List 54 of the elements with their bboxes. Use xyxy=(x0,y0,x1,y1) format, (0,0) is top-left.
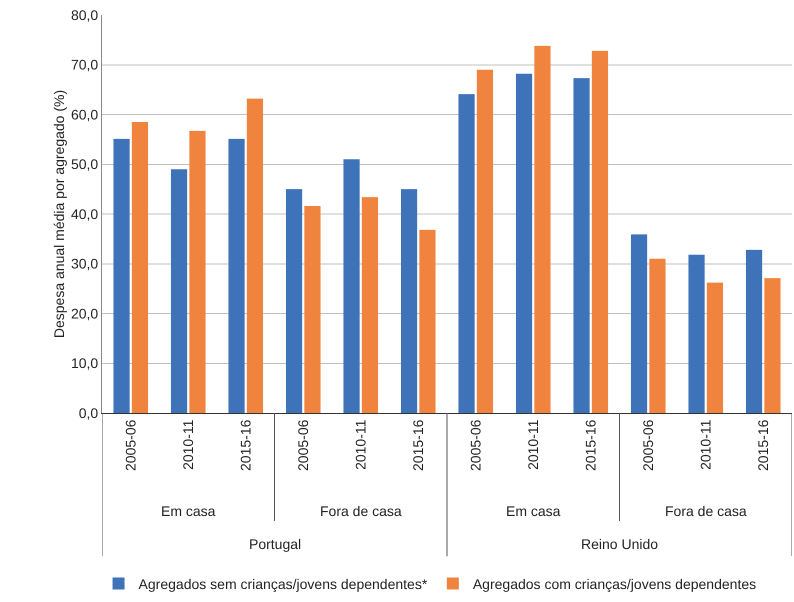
x-tick-label: 2005-06 xyxy=(122,419,138,471)
bar xyxy=(400,189,418,413)
bar xyxy=(113,138,130,413)
bar xyxy=(132,122,148,413)
text: Em casa xyxy=(161,503,216,519)
y-axis-title: Despesa anual média por agregado (%) xyxy=(51,90,67,338)
bar xyxy=(573,78,590,413)
legend-label: Agregados com crianças/jovens dependentes xyxy=(472,576,756,592)
bar xyxy=(688,254,705,413)
y-tick-label: 50,0 xyxy=(70,156,98,172)
bar xyxy=(706,282,724,413)
bar xyxy=(419,230,436,413)
bar xyxy=(189,130,206,413)
x-tick-label: 2010-11 xyxy=(352,419,368,470)
bar xyxy=(362,197,378,413)
x-tick-label: 2005-06 xyxy=(640,419,656,471)
bar xyxy=(764,278,781,413)
bar xyxy=(630,234,648,413)
x-tick-label: 2010-11 xyxy=(524,419,541,470)
bar xyxy=(476,70,494,413)
y-tick-label: 20,0 xyxy=(70,305,98,322)
text: Em casa xyxy=(506,503,561,519)
bar xyxy=(649,258,666,413)
text: Reino Unido xyxy=(581,536,658,552)
y-tick-label: 40,0 xyxy=(70,206,98,222)
bar xyxy=(592,50,608,413)
x-tick-label: 2015-16 xyxy=(582,419,598,471)
y-tick-label: 80,0 xyxy=(70,6,98,23)
y-tick-label: 30,0 xyxy=(70,256,98,272)
bar xyxy=(516,74,532,413)
x-tick-label: 2005-06 xyxy=(294,419,311,471)
text: Fora de casa xyxy=(665,503,747,519)
bar xyxy=(228,138,245,413)
bar xyxy=(170,169,188,413)
bar xyxy=(534,46,551,413)
bar xyxy=(343,159,360,413)
y-tick-label: 70,0 xyxy=(70,56,98,73)
legend-label: Agregados sem crianças/jovens dependentes* xyxy=(138,576,428,592)
text: Portugal xyxy=(249,536,302,552)
bar xyxy=(458,94,475,413)
bar xyxy=(286,189,302,413)
y-tick-label: 0,0 xyxy=(78,404,98,421)
x-tick-label: 2015-16 xyxy=(237,419,254,471)
y-tick-label: 60,0 xyxy=(70,106,98,122)
x-tick-label: 2015-16 xyxy=(754,419,771,471)
x-tick-label: 2010-11 xyxy=(180,419,196,470)
bar xyxy=(304,206,321,413)
x-tick-label: 2005-06 xyxy=(467,419,484,471)
x-tick-label: 2010-11 xyxy=(697,419,714,470)
bar xyxy=(246,98,264,413)
y-tick-label: 10,0 xyxy=(70,355,98,372)
x-tick-label: 2015-16 xyxy=(410,419,426,471)
text: Fora de casa xyxy=(320,503,402,519)
bar xyxy=(746,250,762,413)
